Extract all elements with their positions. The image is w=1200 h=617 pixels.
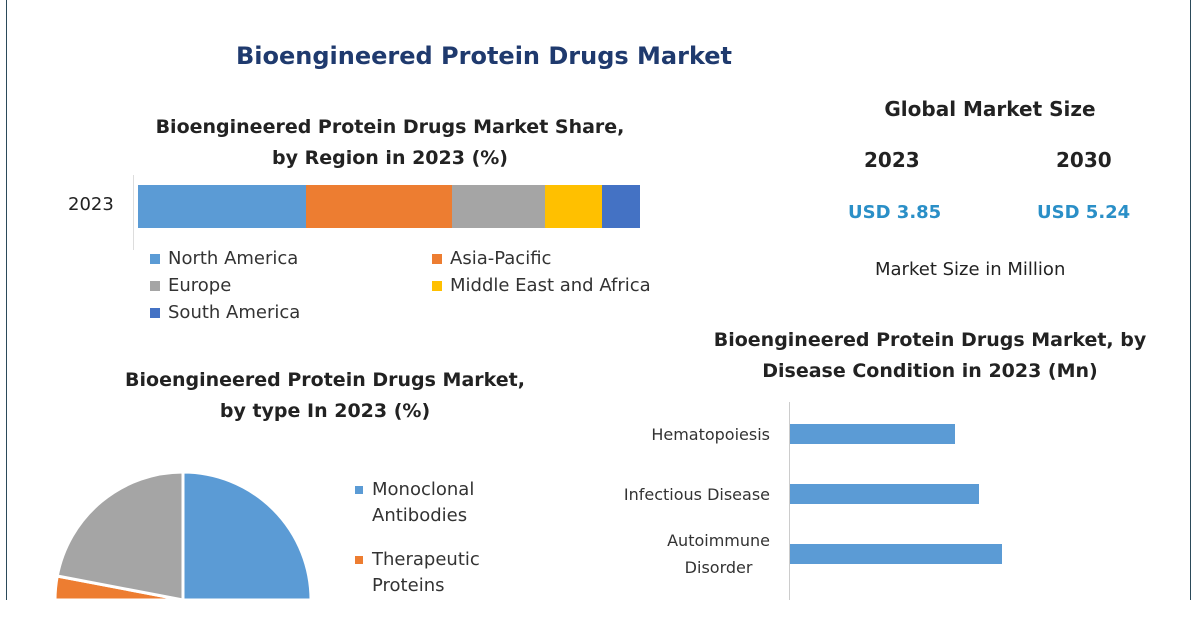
region-segment-north-america [138, 185, 307, 228]
type-chart-title: Bioengineered Protein Drugs Market, by t… [60, 365, 590, 427]
disease-chart-title: Bioengineered Protein Drugs Market, by D… [690, 325, 1170, 387]
disease-title-line-1: Bioengineered Protein Drugs Market, by [713, 329, 1147, 351]
disease-category-line: Autoimmune [667, 531, 770, 550]
legend-label: South America [168, 302, 301, 323]
legend-item: Asia-Pacific [432, 248, 710, 269]
pie-slice-monoclonal-antibodies [181, 470, 313, 600]
legend-swatch [432, 280, 442, 291]
region-title-line-1: Bioengineered Protein Drugs Market Share… [155, 116, 625, 138]
pie-legend-label: Therapeutic [372, 549, 480, 570]
legend-label: North America [168, 248, 299, 269]
region-segment-europe [451, 185, 545, 228]
disease-bar [790, 424, 955, 444]
region-axis [133, 175, 134, 250]
legend-label: Europe [168, 275, 232, 296]
disease-category-line: Infectious Disease [623, 484, 770, 504]
disease-category-line: Disorder [684, 558, 753, 577]
pie-legend-label: Monoclonal [372, 479, 475, 500]
legend-label: Asia-Pacific [450, 248, 552, 269]
region-legend: North America Asia-Pacific Europe Middle Ea… [150, 248, 710, 323]
type-pie-chart [53, 470, 313, 600]
region-segment-south-america [602, 185, 640, 228]
legend-item: North America [150, 248, 432, 269]
legend-swatch [432, 253, 442, 264]
legend-item: Europe [150, 275, 432, 296]
disease-title-line-2: Disease Condition in 2023 (Mn) [762, 360, 1098, 382]
value-2030: USD 5.24 [1037, 202, 1131, 223]
disease-bar [790, 484, 979, 504]
legend-swatch [150, 307, 160, 318]
legend-swatch [150, 253, 160, 264]
legend-item: South America [150, 302, 432, 323]
pie-slice-other [55, 470, 185, 600]
region-title-line-2: by Region in 2023 (%) [272, 147, 508, 169]
type-title-line-1: Bioengineered Protein Drugs Market, [125, 369, 525, 391]
pie-legend-item: Therapeutic Proteins [355, 547, 480, 599]
disease-category-label: Infectious Disease [624, 481, 770, 508]
type-legend: Monoclonal Antibodies Therapeutic Proteins [355, 477, 480, 617]
value-2023: USD 3.85 [848, 202, 942, 223]
disease-category-label: Autoimmune Disorder [667, 527, 770, 581]
disease-category-label: Hematopoiesis [651, 421, 770, 448]
legend-item: Middle East and Africa [432, 275, 710, 296]
global-title: Global Market Size [884, 97, 1096, 121]
legend-swatch [355, 556, 363, 564]
year-2023: 2023 [864, 148, 920, 172]
pie-legend-label: Antibodies [372, 505, 468, 526]
region-segment-middle-east-and-africa [544, 185, 603, 228]
region-chart-title: Bioengineered Protein Drugs Market Share… [100, 112, 680, 174]
region-segment-asia-pacific [306, 185, 452, 228]
unit-note: Market Size in Million [875, 259, 1066, 280]
region-stacked-bar [138, 185, 640, 228]
main-title: Bioengineered Protein Drugs Market [235, 42, 733, 70]
disease-axis [789, 402, 790, 600]
pie-legend-item: Monoclonal Antibodies [355, 477, 480, 529]
legend-label: Middle East and Africa [450, 275, 651, 296]
type-title-line-2: by type In 2023 (%) [219, 400, 431, 422]
pie-legend-label: Proteins [372, 575, 445, 596]
legend-swatch [355, 486, 363, 494]
frame-border [6, 0, 1191, 600]
disease-category-line: Hematopoiesis [651, 424, 770, 444]
year-2030: 2030 [1056, 148, 1112, 172]
disease-bar [790, 544, 1002, 564]
legend-swatch [150, 280, 160, 291]
region-category-label: 2023 [68, 194, 114, 215]
